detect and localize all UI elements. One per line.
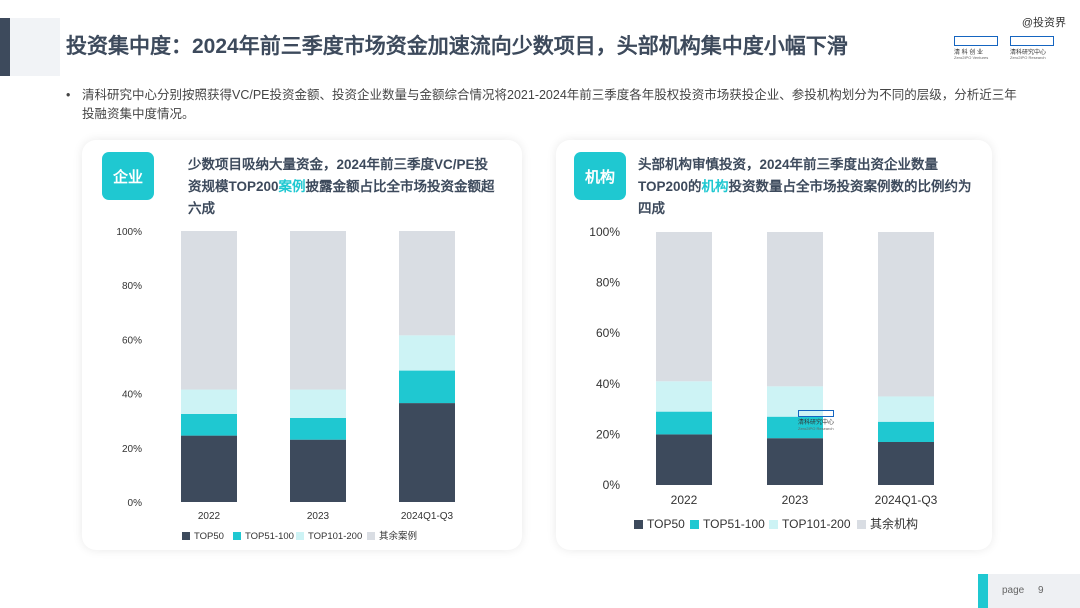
y-tick-label: 20% — [122, 444, 142, 455]
page-indicator: page 9 — [978, 574, 1080, 608]
y-tick-label: 60% — [596, 326, 620, 340]
logo-sub: Zero2IPO Research — [798, 426, 834, 431]
bar-segment-top51-100 — [767, 416, 823, 439]
legend-label: TOP50 — [194, 531, 224, 542]
legend-label: TOP101-200 — [782, 517, 851, 531]
bar-segment-top50 — [656, 434, 712, 485]
bar-segment-top101-200 — [656, 381, 712, 412]
header-logos: 清 科 创 业 Zero2IPO Ventures 清科研究中心 Zero2IP… — [954, 36, 1054, 64]
y-tick-label: 0% — [128, 498, 143, 509]
legend-label: TOP101-200 — [308, 531, 362, 542]
bar-segment-top51-100 — [399, 370, 455, 404]
page-number: 9 — [1038, 585, 1044, 596]
logo-sub: Zero2IPO Research — [1010, 55, 1046, 60]
bar-segment-- — [656, 232, 712, 382]
enterprise-headline: 少数项目吸纳大量资金，2024年前三季度VC/PE投资规模TOP200案例披露金… — [188, 154, 498, 220]
enterprise-tag: 企业 — [102, 152, 154, 200]
bar-segment-top50 — [399, 403, 455, 502]
legend-swatch — [367, 532, 375, 540]
bar-segment-- — [181, 231, 237, 390]
legend-swatch — [690, 520, 699, 529]
legend-label: TOP50 — [647, 517, 685, 531]
chart-watermark-logo: 清科研究中心 Zero2IPO Research — [798, 410, 836, 434]
legend-swatch — [233, 532, 241, 540]
logo-name: 清 科 创 业 — [954, 50, 984, 56]
bar-segment-top101-200 — [181, 389, 237, 414]
bar-segment-top51-100 — [656, 411, 712, 435]
bar-segment-top101-200 — [767, 386, 823, 417]
legend-label: TOP51-100 — [245, 531, 294, 542]
intro-text: 清科研究中心分别按照获得VC/PE投资金额、投资企业数量与金额综合情况将2021… — [82, 88, 1017, 121]
zero2ipo-research-logo: 清科研究中心 Zero2IPO Research — [1010, 36, 1054, 62]
page-title: 投资集中度：2024年前三季度市场资金加速流向少数项目，头部机构集中度小幅下滑 — [66, 35, 848, 58]
legend-label: 其余机构 — [870, 516, 918, 531]
accent-bar — [0, 18, 10, 76]
x-tick-label: 2023 — [307, 511, 330, 522]
legend-swatch — [857, 520, 866, 529]
y-tick-label: 80% — [122, 281, 142, 292]
legend-swatch — [769, 520, 778, 529]
logo-mark — [798, 410, 834, 417]
bar-segment-- — [878, 232, 934, 397]
headline-text: 头部机构审慎投资，2024年前三季度出资企业数量TOP200的 — [638, 157, 939, 194]
y-tick-label: 60% — [122, 335, 142, 346]
y-tick-label: 40% — [596, 377, 620, 391]
headline-text: 投资数量占全市场投资案例数的比例约为四成 — [638, 179, 972, 216]
bar-segment-- — [290, 231, 346, 390]
x-tick-label: 2023 — [782, 493, 809, 507]
bullet-dot: • — [66, 88, 71, 102]
x-tick-label: 2022 — [671, 493, 698, 507]
y-tick-label: 80% — [596, 276, 620, 290]
y-tick-label: 40% — [122, 390, 142, 401]
institution-headline: 头部机构审慎投资，2024年前三季度出资企业数量TOP200的机构投资数量占全市… — [638, 154, 978, 220]
watermark: @投资界 — [1021, 17, 1066, 29]
legend-label: TOP51-100 — [703, 517, 765, 531]
x-tick-label: 2022 — [198, 511, 221, 522]
intro-bullet: • 清科研究中心分别按照获得VC/PE投资金额、投资企业数量与金额综合情况将20… — [66, 86, 1026, 124]
title-band — [10, 18, 60, 76]
y-tick-label: 20% — [596, 427, 620, 441]
bar-segment-top101-200 — [290, 389, 346, 418]
legend-swatch — [296, 532, 304, 540]
bar-segment-top51-100 — [181, 413, 237, 436]
zero2ipo-ventures-logo: 清 科 创 业 Zero2IPO Ventures — [954, 36, 998, 62]
bar-segment-top50 — [878, 441, 934, 485]
bar-segment-top50 — [181, 435, 237, 502]
x-tick-label: 2024Q1-Q3 — [875, 493, 938, 507]
bar-segment-top51-100 — [878, 421, 934, 442]
logo-name: 清科研究中心 — [798, 420, 835, 426]
y-tick-label: 0% — [603, 478, 621, 492]
bar-segment-top50 — [290, 439, 346, 502]
headline-highlight: 机构 — [701, 179, 729, 194]
legend-swatch — [182, 532, 190, 540]
legend-swatch — [634, 520, 643, 529]
legend-label: 其余案例 — [379, 530, 417, 542]
bar-segment-- — [767, 232, 823, 387]
logo-name: 清科研究中心 — [1010, 50, 1047, 56]
bar-segment-top50 — [767, 438, 823, 485]
bar-segment-top101-200 — [878, 396, 934, 422]
headline-text: 少数项目吸纳大量资金，2024年前三季度VC/PE投资规模TOP200 — [188, 157, 489, 194]
logo-sub: Zero2IPO Ventures — [954, 55, 989, 60]
bar-segment-top51-100 — [290, 417, 346, 440]
logo-mark — [954, 36, 998, 46]
institution-tag: 机构 — [574, 152, 626, 200]
page-accent — [978, 574, 988, 608]
bar-segment-top101-200 — [399, 335, 455, 371]
headline-highlight: 案例 — [278, 179, 306, 194]
headline-text: 披露金额占比全市场投资金额超六成 — [188, 179, 495, 216]
x-tick-label: 2024Q1-Q3 — [401, 511, 454, 522]
y-tick-label: 100% — [589, 225, 620, 239]
bar-segment-- — [399, 231, 455, 336]
logo-mark — [1010, 36, 1054, 46]
y-tick-label: 100% — [116, 227, 142, 238]
page-label: page — [1002, 585, 1025, 596]
